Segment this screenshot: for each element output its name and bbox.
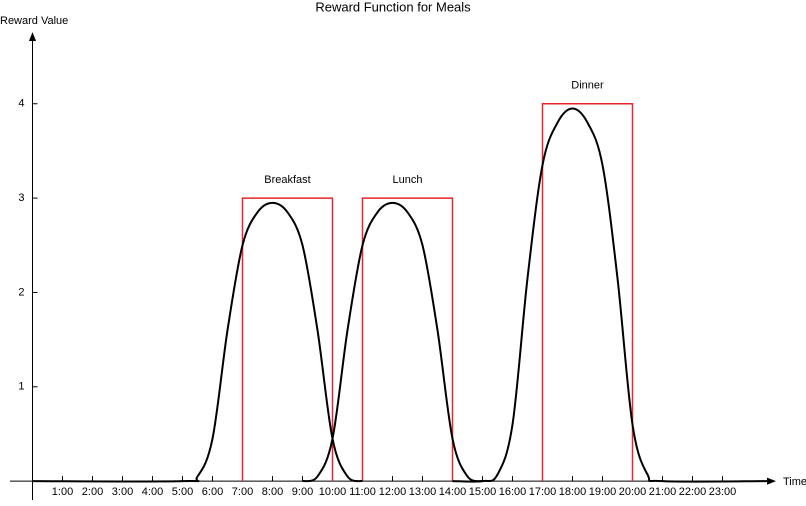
x-tick-label: 12:00	[379, 486, 407, 498]
y-tick-label: 4	[18, 98, 24, 110]
meal-label: Lunch	[393, 174, 423, 186]
reward-curve	[452, 107, 768, 483]
x-tick-label: 11:00	[349, 486, 376, 498]
x-axis-label: Time	[783, 476, 806, 488]
meal-window	[241, 197, 334, 482]
x-tick-label: 16:00	[499, 486, 527, 498]
y-tick-label: 2	[18, 286, 24, 298]
x-tick-label: 7:00	[232, 486, 253, 498]
x-tick-label: 20:00	[619, 486, 647, 498]
x-tick-label: 17:00	[529, 486, 557, 498]
y-axis-label: Reward Value	[0, 15, 68, 27]
meal-label: Breakfast	[264, 174, 310, 186]
x-tick-label: 21:00	[649, 486, 677, 498]
chart-title: Reward Function for Meals	[315, 0, 471, 14]
reward-curve	[302, 201, 483, 483]
x-tick-label: 15:00	[469, 486, 497, 498]
x-tick-label: 3:00	[112, 486, 133, 498]
meal-label: Dinner	[571, 80, 604, 92]
x-tick-label: 2:00	[82, 486, 103, 498]
x-tick-label: 22:00	[679, 486, 707, 498]
x-tick-label: 10:00	[319, 486, 347, 498]
x-tick-label: 9:00	[292, 486, 313, 498]
x-tick-label: 23:00	[709, 486, 737, 498]
meal-window	[361, 197, 454, 482]
meal-window	[541, 103, 634, 482]
x-tick-label: 8:00	[262, 486, 283, 498]
x-tick-label: 1:00	[52, 486, 73, 498]
x-tick-label: 14:00	[439, 486, 467, 498]
x-tick-label: 18:00	[559, 486, 587, 498]
x-tick-label: 5:00	[172, 486, 193, 498]
x-tick-label: 19:00	[589, 486, 617, 498]
x-tick-label: 13:00	[409, 486, 437, 498]
reward-curve	[32, 201, 363, 483]
y-tick-label: 3	[18, 192, 24, 204]
x-tick-label: 4:00	[142, 486, 163, 498]
x-tick-label: 6:00	[202, 486, 223, 498]
y-tick-label: 1	[18, 381, 24, 393]
